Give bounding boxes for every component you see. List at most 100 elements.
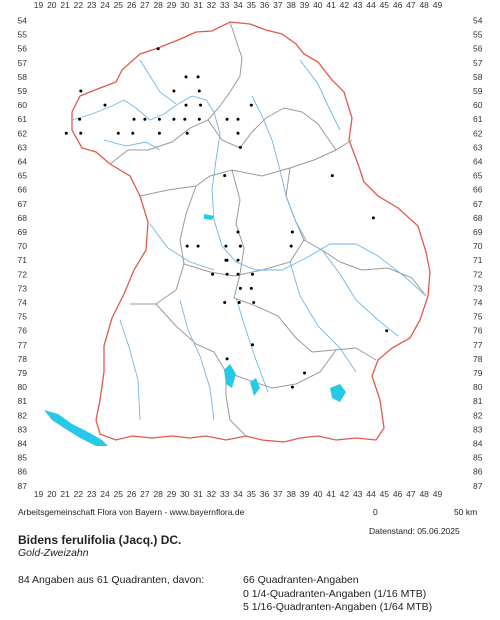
- grid-column-label: 39: [300, 489, 310, 499]
- grid-row-label: 71: [473, 255, 483, 265]
- grid-row-label: 79: [18, 368, 28, 378]
- grid-column-label: 48: [419, 0, 429, 10]
- grid-row-label: 85: [18, 453, 28, 463]
- grid-row-label: 70: [473, 241, 483, 251]
- grid-column-label: 25: [114, 0, 124, 10]
- grid-column-label: 31: [193, 489, 203, 499]
- grid-column-label: 47: [406, 0, 416, 10]
- record-dot: [211, 272, 215, 276]
- grid-row-label: 55: [18, 30, 28, 40]
- grid-column-label: 22: [74, 0, 84, 10]
- record-dot: [225, 272, 229, 276]
- grid-column-label: 29: [167, 0, 177, 10]
- date-label: Datenstand: 05.06.2025: [369, 526, 460, 536]
- grid-column-label: 40: [313, 0, 323, 10]
- record-dot: [236, 230, 240, 234]
- grid-column-label: 37: [273, 489, 283, 499]
- grid-row-label: 84: [18, 439, 28, 449]
- record-dot: [290, 230, 294, 234]
- record-dot: [156, 47, 160, 51]
- grid-column-label: 33: [220, 0, 230, 10]
- grid-row-label: 59: [473, 86, 483, 96]
- species-common-name: Gold-Zweizahn: [18, 547, 89, 559]
- grid-column-label: 41: [326, 489, 336, 499]
- grid-row-label: 68: [473, 213, 483, 223]
- grid-column-label: 45: [380, 489, 390, 499]
- grid-column-label: 19: [34, 489, 44, 499]
- grid-column-label: 47: [406, 489, 416, 499]
- record-dot: [223, 301, 227, 304]
- grid-row-label: 80: [473, 382, 483, 392]
- grid-row-label: 66: [473, 185, 483, 195]
- record-dot: [132, 117, 136, 121]
- grid-column-label: 34: [233, 0, 243, 10]
- record-markers: [64, 47, 389, 389]
- grid-column-label: 28: [153, 0, 163, 10]
- record-dot: [185, 131, 189, 135]
- grid-column-label: 38: [286, 489, 296, 499]
- grid-column-label: 24: [100, 489, 110, 499]
- grid-row-label: 63: [18, 142, 28, 152]
- grid-row-label: 85: [473, 453, 483, 463]
- grid-column-label: 21: [60, 489, 70, 499]
- grid-row-label: 70: [18, 241, 28, 251]
- grid-row-label: 54: [473, 16, 483, 26]
- grid-column-label: 36: [260, 0, 270, 10]
- grid-row-label: 75: [18, 312, 28, 322]
- grid-row-label: 73: [18, 283, 28, 293]
- record-dot: [236, 258, 240, 262]
- summary-line: 5 1/16-Quadranten-Angaben (1/64 MTB): [243, 601, 433, 613]
- grid-row-label: 83: [473, 424, 483, 434]
- grid-row-label: 67: [473, 199, 483, 209]
- grid-column-label: 39: [300, 0, 310, 10]
- grid-row-label: 82: [18, 410, 28, 420]
- grid-row-label: 87: [18, 481, 28, 491]
- grid-row-label: 58: [473, 72, 483, 82]
- record-dot: [79, 131, 83, 135]
- record-dot: [199, 103, 202, 107]
- record-dot: [197, 117, 201, 121]
- scale-zero-label: 0: [373, 507, 378, 517]
- record-dot: [184, 103, 188, 107]
- grid-row-label: 55: [473, 30, 483, 40]
- grid-row-label: 76: [18, 326, 28, 336]
- grid-column-label: 23: [87, 489, 97, 499]
- grid-column-label: 23: [87, 0, 97, 10]
- record-dot: [225, 258, 229, 262]
- grid-row-label: 66: [18, 185, 28, 195]
- grid-column-label: 30: [180, 489, 190, 499]
- grid-column-label: 20: [47, 0, 57, 10]
- grid-column-label: 37: [273, 0, 283, 10]
- record-dot: [78, 117, 82, 121]
- grid-row-label: 81: [473, 396, 483, 406]
- record-dot: [238, 286, 242, 290]
- grid-column-label: 22: [74, 489, 84, 499]
- grid-row-label: 62: [473, 128, 483, 138]
- summary-line: 0 1/4-Quadranten-Angaben (1/16 MTB): [243, 587, 427, 600]
- record-dot: [290, 385, 294, 389]
- record-dot: [197, 89, 201, 93]
- record-dot: [251, 343, 254, 347]
- grid-row-label: 74: [473, 298, 483, 308]
- grid-row-label: 64: [18, 157, 28, 167]
- grid-column-label: 46: [393, 0, 403, 10]
- grid-row-label: 87: [473, 481, 483, 491]
- record-dot: [143, 117, 147, 121]
- record-dot: [184, 75, 188, 79]
- grid-row-label: 56: [18, 44, 28, 54]
- grid-column-label: 35: [247, 0, 257, 10]
- record-dot: [131, 131, 135, 135]
- grid-row-label: 63: [473, 142, 483, 152]
- river-network: [71, 59, 427, 421]
- grid-row-label: 80: [18, 382, 28, 392]
- bavaria-state-border: [71, 21, 431, 443]
- grid-row-label: 79: [473, 368, 483, 378]
- grid-row-label: 82: [473, 410, 483, 420]
- grid-row-label: 61: [473, 114, 483, 124]
- record-dot: [236, 131, 240, 135]
- record-dot: [172, 89, 176, 93]
- grid-row-label: 64: [473, 157, 483, 167]
- grid-column-label: 25: [114, 489, 124, 499]
- record-dot: [303, 371, 306, 375]
- record-dot: [183, 117, 187, 121]
